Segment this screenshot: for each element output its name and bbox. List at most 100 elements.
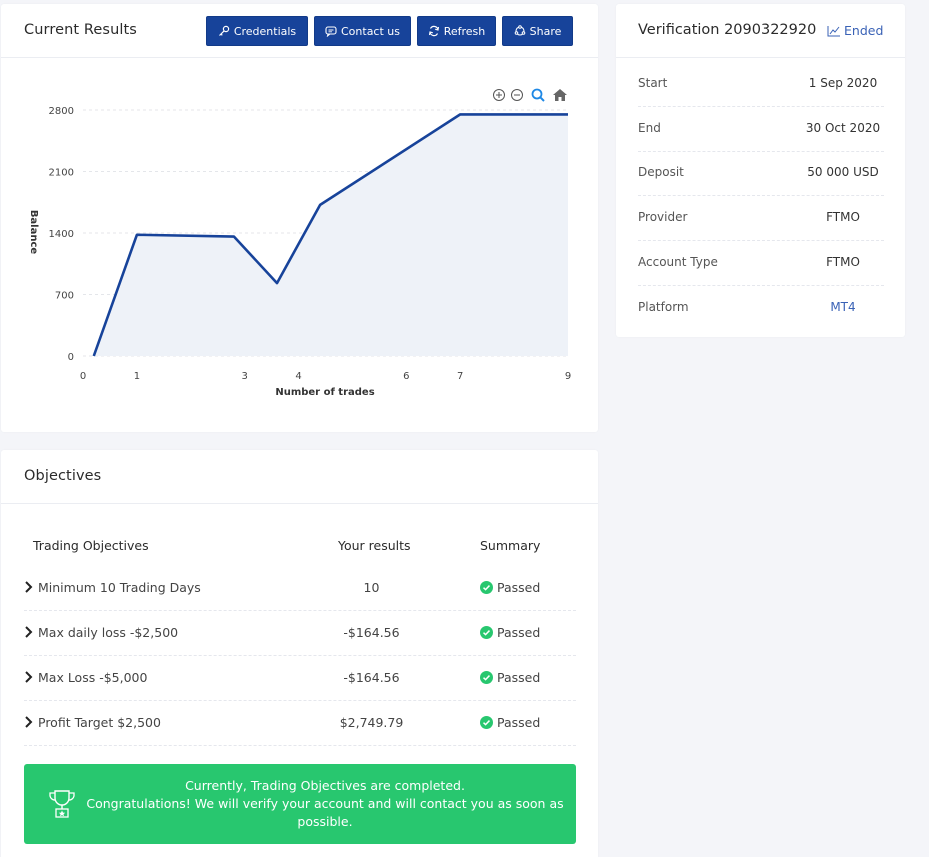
info-row-account-type: Account Type FTMO — [638, 241, 884, 286]
check-circle-icon — [480, 716, 493, 729]
info-value: 30 Oct 2020 — [805, 121, 881, 135]
y-tick-label: 2100 — [49, 168, 74, 179]
info-row-provider: Provider FTMO — [638, 196, 884, 241]
info-value: FTMO — [826, 210, 860, 224]
objective-summary: Passed — [480, 715, 540, 730]
banner-line-2: Congratulations! We will verify your acc… — [86, 796, 564, 829]
objective-summary: Passed — [480, 670, 540, 685]
status-text: Ended — [844, 23, 884, 38]
verification-card: Verification 2090322920 Ended Start 1 Se… — [616, 4, 905, 337]
objective-name: Minimum 10 Trading Days — [38, 580, 201, 595]
info-label: Deposit — [638, 165, 684, 179]
chevron-right-icon[interactable] — [24, 715, 34, 729]
header-trading-objectives: Trading Objectives — [33, 538, 149, 553]
x-axis-ticks: 0 1 3 4 6 7 9 — [80, 371, 571, 382]
info-value: MT4 — [830, 300, 856, 314]
check-circle-icon — [480, 581, 493, 594]
chevron-right-icon[interactable] — [24, 625, 34, 639]
x-axis-title: Number of trades — [275, 387, 374, 398]
objective-name: Profit Target $2,500 — [38, 715, 161, 730]
summary-text: Passed — [497, 625, 541, 640]
info-row-start: Start 1 Sep 2020 — [638, 62, 884, 107]
contact-label: Contact us — [341, 24, 400, 38]
objective-row[interactable]: Max Loss -$5,000 -$164.56 Passed — [24, 656, 576, 701]
chevron-right-icon[interactable] — [24, 580, 34, 594]
objective-row[interactable]: Profit Target $2,500 $2,749.79 Passed — [24, 701, 576, 746]
summary-text: Passed — [497, 580, 541, 595]
banner-text: Currently, Trading Objectives are comple… — [84, 777, 566, 831]
key-icon — [218, 25, 230, 36]
current-results-card: Current Results Credentials Contact us R… — [1, 4, 598, 432]
header-summary: Summary — [480, 538, 541, 553]
home-icon[interactable] — [553, 89, 567, 101]
zoom-out-icon[interactable] — [511, 89, 523, 101]
info-value: 50 000 USD — [807, 165, 879, 179]
objective-result: 10 — [363, 580, 380, 595]
chat-icon — [325, 26, 337, 37]
x-tick-label: 9 — [565, 371, 571, 382]
x-tick-label: 6 — [403, 371, 409, 382]
objective-name: Max Loss -$5,000 — [38, 670, 148, 685]
balance-area — [93, 114, 569, 356]
check-circle-icon — [480, 671, 493, 684]
verification-title: Verification 2090322920 — [638, 22, 817, 38]
y-tick-label: 1400 — [49, 229, 74, 240]
objective-result: -$164.56 — [343, 670, 400, 685]
refresh-icon — [428, 25, 439, 37]
info-label: Account Type — [638, 255, 718, 269]
objective-name: Max daily loss -$2,500 — [38, 625, 179, 640]
y-tick-label: 700 — [55, 291, 74, 302]
y-axis-title: Balance — [28, 210, 39, 255]
refresh-button[interactable]: Refresh — [417, 16, 496, 46]
info-label: Platform — [638, 300, 689, 314]
y-tick-label: 0 — [68, 352, 74, 363]
x-tick-label: 7 — [457, 371, 463, 382]
results-header: Current Results Credentials Contact us R… — [1, 4, 598, 58]
balance-line — [92, 113, 568, 357]
check-circle-icon — [480, 626, 493, 639]
x-tick-label: 1 — [134, 371, 140, 382]
banner-line-1: Currently, Trading Objectives are comple… — [185, 778, 465, 793]
info-value: 1 Sep 2020 — [808, 76, 878, 90]
objective-result: $2,749.79 — [339, 715, 404, 730]
objective-row[interactable]: Max daily loss -$2,500 -$164.56 Passed — [24, 611, 576, 656]
header-your-results: Your results — [338, 538, 411, 553]
summary-text: Passed — [497, 715, 541, 730]
chart-line-icon — [827, 25, 840, 36]
y-tick-label: 2800 — [49, 106, 74, 117]
info-row-platform: Platform MT4 — [638, 286, 884, 331]
share-icon — [514, 25, 525, 36]
objective-summary: Passed — [480, 580, 540, 595]
summary-text: Passed — [497, 670, 541, 685]
x-tick-label: 0 — [80, 371, 86, 382]
credentials-label: Credentials — [233, 24, 297, 38]
objective-row[interactable]: Minimum 10 Trading Days 10 Passed — [24, 566, 576, 611]
info-value: FTMO — [826, 255, 860, 269]
refresh-label: Refresh — [443, 24, 486, 38]
info-row-deposit: Deposit 50 000 USD — [638, 151, 884, 196]
y-axis-ticks: 0 700 1400 2100 2800 — [49, 106, 74, 363]
info-label: End — [638, 121, 661, 135]
x-tick-label: 4 — [295, 371, 301, 382]
trophy-icon — [49, 790, 75, 818]
verification-header: Verification 2090322920 Ended — [616, 4, 905, 58]
objectives-title: Objectives — [24, 468, 102, 484]
share-label: Share — [529, 24, 562, 38]
results-title: Current Results — [24, 22, 137, 38]
credentials-button[interactable]: Credentials — [206, 16, 308, 46]
objectives-header: Objectives — [1, 450, 598, 504]
zoom-in-icon[interactable] — [493, 89, 505, 101]
magnify-icon[interactable] — [531, 88, 545, 102]
info-row-end: End 30 Oct 2020 — [638, 107, 884, 152]
chevron-right-icon[interactable] — [24, 670, 34, 684]
objective-summary: Passed — [480, 625, 540, 640]
x-tick-label: 3 — [241, 371, 247, 382]
balance-chart: 0 700 1400 2100 2800 0 1 3 4 6 7 9 Number of trade… — [28, 88, 571, 398]
objectives-card: Objectives Trading Objectives Your resul… — [1, 450, 598, 857]
success-banner: Currently, Trading Objectives are comple… — [24, 764, 576, 844]
verification-status: Ended — [827, 23, 883, 38]
share-button[interactable]: Share — [502, 16, 573, 46]
objective-result: -$164.56 — [343, 625, 400, 640]
contact-us-button[interactable]: Contact us — [314, 16, 411, 46]
info-label: Start — [638, 76, 668, 90]
